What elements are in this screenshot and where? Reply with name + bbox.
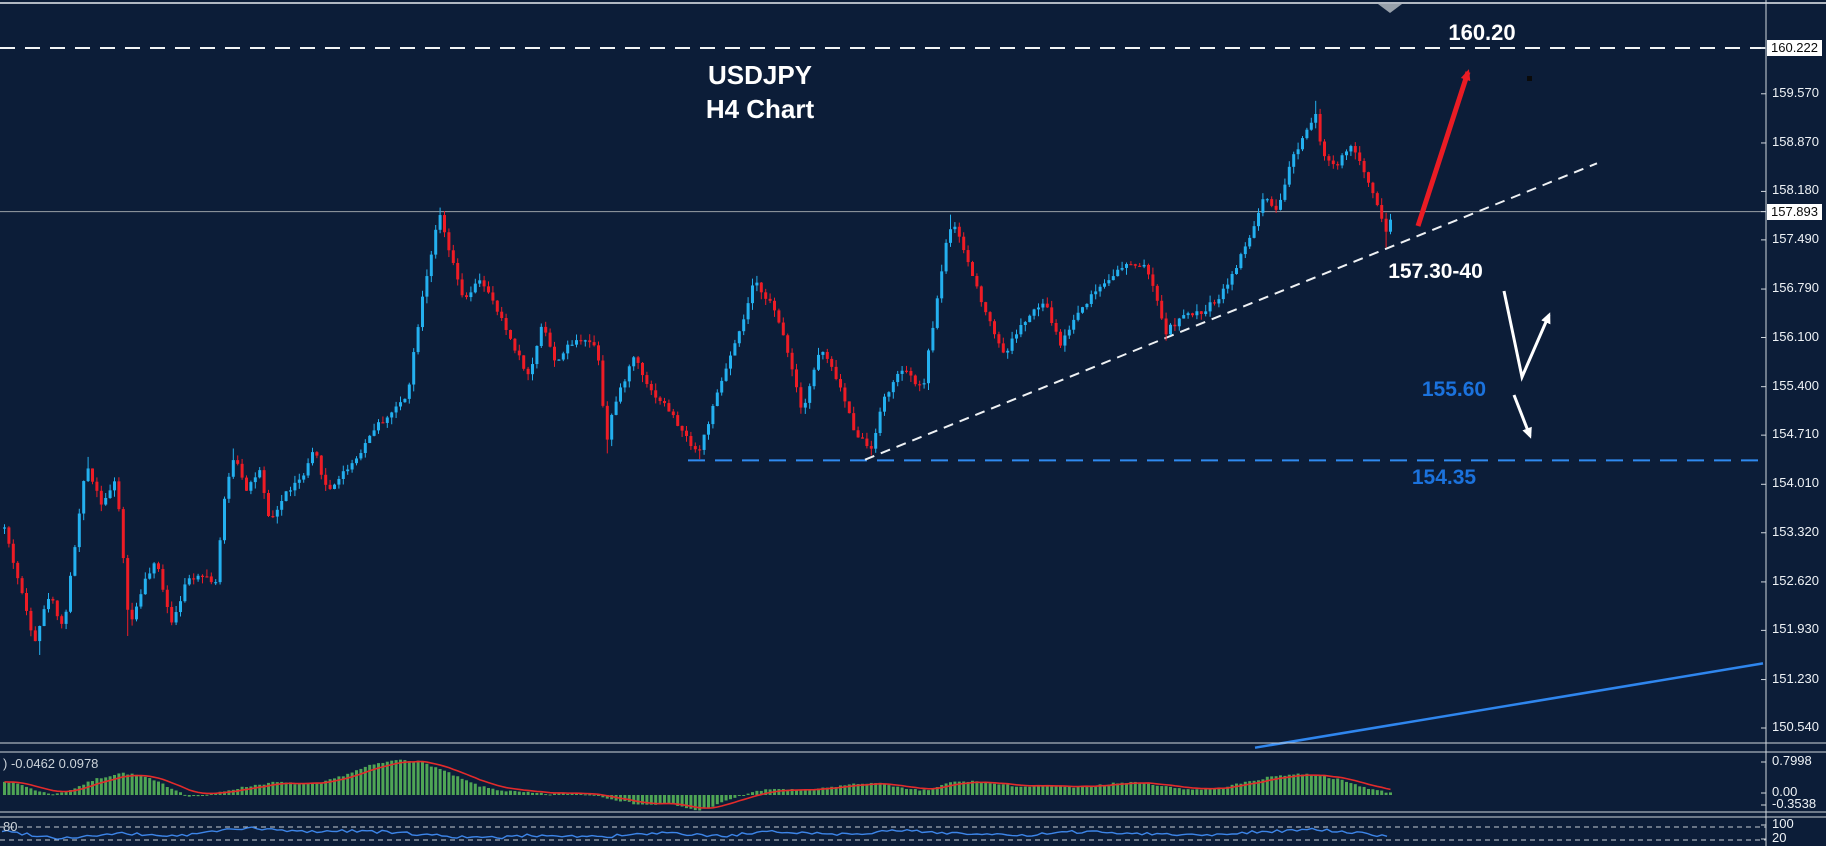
price-axis-tick: 154.010 [1772,475,1819,491]
oscillator-axis-tick: 20 [1772,830,1787,845]
price-axis-tick: 150.540 [1772,719,1819,734]
price-axis-tick: 152.620 [1772,572,1819,588]
price-axis-tick: 156.790 [1772,280,1819,296]
rising-blue-trendline[interactable] [1254,662,1764,749]
macd-axis-tick: -0.3538 [1772,796,1817,811]
macd-histogram [3,759,1392,811]
white-v-arrow[interactable] [1502,290,1551,382]
candlestick-series [3,100,1392,655]
price-axis-boxed-label: 157.893 [1767,203,1822,220]
target-low-annotation: 154.35 [1411,466,1477,489]
oscillator-axis-tick: 100 [1772,816,1794,831]
chart-title-symbol: USDJPY [707,60,813,90]
oscillator-left-label: 80 [3,819,18,834]
resistance-level-annotation: 160.20 [1448,20,1516,45]
target-mid-annotation: 155.60 [1421,378,1487,401]
price-axis-tick: 159.570 [1772,84,1819,100]
oscillator-line [1,826,1388,840]
macd-axis-tick: 0.00 [1772,784,1798,799]
macd-indicator-values-label: ) -0.0462 0.0978 [3,756,99,771]
support-zone-annotation: 157.30-40 [1388,260,1483,283]
price-axis-tick: 155.400 [1772,377,1819,393]
price-axis-tick: 157.490 [1772,230,1819,246]
red-up-arrow[interactable] [1415,69,1471,227]
rising-dashed-trendline[interactable] [864,162,1598,461]
price-axis-tick: 151.230 [1772,670,1819,686]
scroll-position-triangle-icon[interactable] [1378,4,1402,13]
object-handle-square [1527,76,1532,81]
price-axis-boxed-label: 160.222 [1767,40,1822,56]
price-axis-tick: 154.710 [1772,426,1819,442]
chart-title-timeframe: H4 Chart [705,94,815,124]
price-axis-tick: 151.930 [1772,621,1819,637]
macd-signal-line [4,760,1391,809]
price-axis-tick: 158.870 [1772,133,1819,149]
price-axis-tick: 158.180 [1772,182,1819,198]
price-axis-tick: 156.100 [1772,328,1819,344]
price-axis-tick: 153.320 [1772,523,1819,539]
white-down-arrow[interactable] [1512,394,1532,439]
macd-axis-tick: 0.7998 [1772,753,1812,768]
